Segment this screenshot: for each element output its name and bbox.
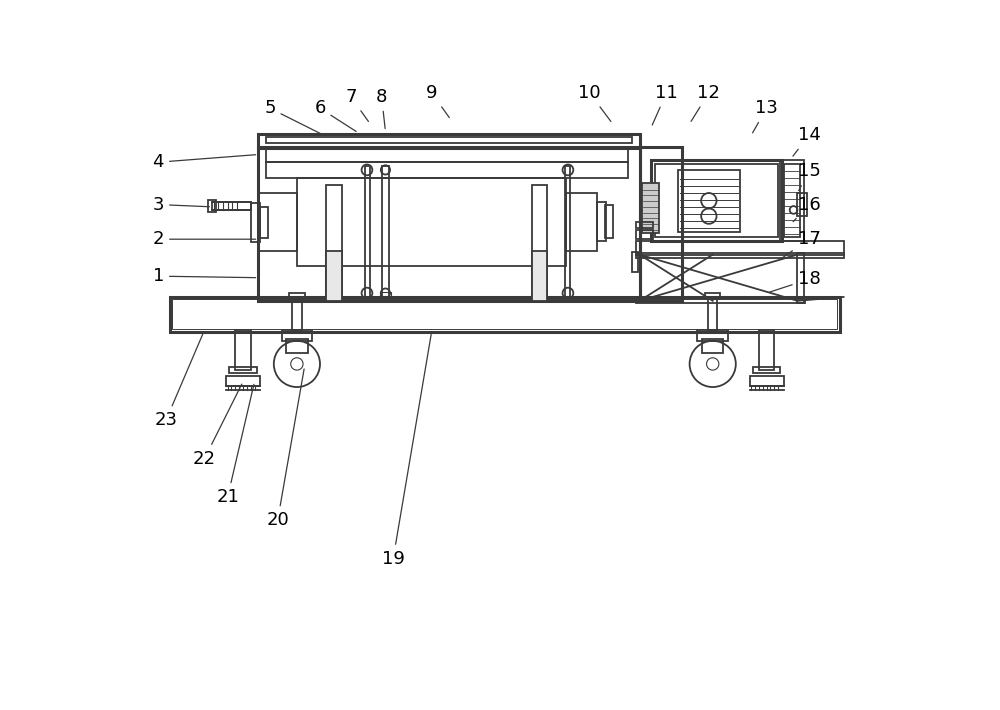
Text: 12: 12	[691, 84, 720, 121]
Bar	[784, 164, 800, 237]
Bar	[258, 193, 297, 251]
Bar	[797, 193, 807, 216]
Text: 9: 9	[426, 84, 449, 118]
Bar	[260, 207, 268, 238]
Bar	[286, 339, 308, 353]
Text: 3: 3	[153, 195, 209, 214]
Bar	[636, 253, 844, 258]
Text: 8: 8	[376, 88, 387, 129]
Text: 11: 11	[652, 84, 678, 125]
Bar	[565, 166, 570, 297]
Bar	[172, 299, 837, 329]
Bar	[797, 253, 804, 303]
Bar	[759, 330, 774, 370]
Bar	[365, 166, 370, 297]
Text: 13: 13	[753, 99, 778, 133]
Text: 10: 10	[578, 84, 611, 121]
Bar	[753, 367, 780, 373]
Bar	[235, 330, 251, 370]
Text: 5: 5	[264, 99, 321, 134]
Text: 18: 18	[769, 271, 820, 293]
Text: 7: 7	[345, 88, 368, 121]
Bar	[292, 297, 302, 330]
Bar	[532, 185, 547, 301]
Bar	[208, 200, 216, 212]
Text: 1: 1	[153, 267, 256, 285]
Bar	[702, 339, 723, 353]
Bar	[636, 241, 844, 255]
Bar	[640, 147, 682, 301]
Text: 16: 16	[793, 195, 820, 222]
Text: 15: 15	[798, 163, 820, 190]
Text: 17: 17	[780, 230, 820, 259]
Bar	[266, 148, 628, 162]
Bar	[636, 222, 653, 229]
Bar	[636, 230, 653, 239]
Text: 23: 23	[154, 332, 203, 429]
Bar	[642, 183, 659, 233]
Bar	[708, 297, 717, 330]
Text: 6: 6	[314, 99, 356, 131]
Bar	[678, 170, 740, 231]
Text: 4: 4	[153, 153, 256, 171]
Bar	[251, 203, 260, 241]
Bar	[282, 330, 312, 341]
Text: 2: 2	[153, 230, 256, 248]
Bar	[212, 202, 251, 210]
Text: 21: 21	[216, 384, 254, 506]
Bar	[697, 330, 728, 341]
Bar	[605, 205, 613, 238]
Text: 19: 19	[382, 334, 431, 568]
Bar	[632, 252, 638, 271]
Bar	[780, 160, 804, 241]
Bar	[170, 297, 840, 332]
Bar	[289, 293, 305, 299]
Bar	[566, 193, 597, 251]
Bar	[226, 376, 260, 386]
Bar	[532, 251, 547, 301]
Bar	[380, 292, 391, 297]
Bar	[258, 147, 640, 301]
Bar	[636, 298, 805, 303]
Bar	[297, 178, 566, 266]
Bar	[750, 376, 784, 386]
Bar	[258, 134, 640, 148]
Text: 22: 22	[193, 384, 242, 468]
Bar	[326, 185, 342, 301]
Bar	[382, 166, 389, 297]
Text: 20: 20	[266, 369, 304, 529]
Bar	[597, 202, 606, 241]
Bar	[705, 293, 720, 299]
Bar	[326, 251, 342, 301]
Text: 14: 14	[793, 126, 820, 156]
Bar	[655, 164, 778, 237]
Bar	[651, 160, 782, 241]
Bar	[229, 367, 257, 373]
Bar	[266, 137, 632, 143]
Bar	[266, 162, 628, 178]
